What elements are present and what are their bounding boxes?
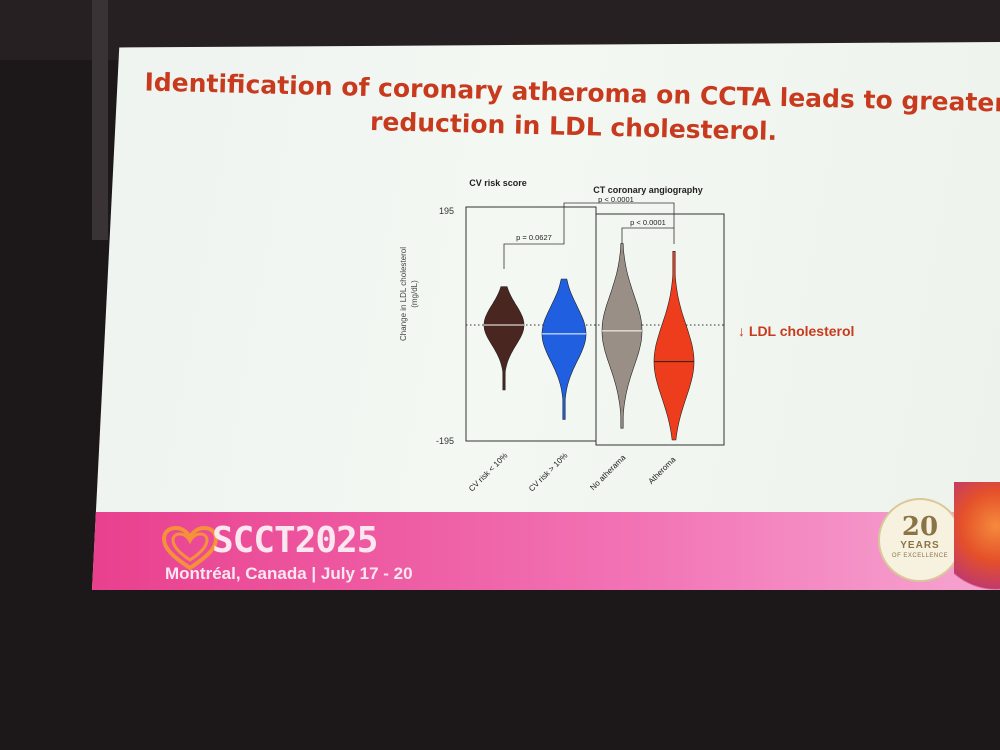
- projection-screen: Identification of coronary atheroma on C…: [92, 42, 1000, 590]
- violin-1: [541, 278, 587, 420]
- p-value-ct: p < 0.0001: [630, 218, 666, 227]
- heart-logo-icon: [162, 526, 218, 571]
- x-tick-cv-low: CV risk < 10%: [467, 451, 509, 493]
- x-tick-no-atheroma: No atherama: [588, 453, 627, 492]
- event-location: Montréal, Canada | July 17 - 20: [165, 564, 413, 583]
- projector-bezel: [92, 0, 108, 240]
- y-tick-top: 195: [439, 206, 454, 216]
- badge-years: YEARS: [900, 540, 940, 551]
- slide-title: Identification of coronary atheroma on C…: [143, 66, 1000, 155]
- panel-frame-right: [595, 213, 725, 446]
- bracket-ct: [621, 227, 675, 244]
- violin-3: [653, 251, 695, 441]
- x-tick-atheroma: Atheroma: [647, 455, 678, 486]
- decorative-artwork: [954, 482, 1000, 590]
- badge-excellence: OF EXCELLENCE: [891, 553, 949, 559]
- violin-chart: CV risk score CT coronary angiography 19…: [399, 178, 854, 493]
- p-value-cv: p = 0.0627: [516, 233, 552, 242]
- p-value-overall: p < 0.0001: [598, 195, 634, 204]
- violins-group: [483, 243, 695, 441]
- panel-label-ct: CT coronary angiography: [593, 185, 703, 195]
- violin-0: [483, 286, 525, 391]
- violin-2: [601, 243, 643, 429]
- bracket-overall: [563, 202, 675, 238]
- slide-footer: SCCT2025 Montréal, Canada | July 17 - 20: [92, 512, 1000, 590]
- bracket-cv: [503, 238, 565, 269]
- x-tick-cv-high: CV risk > 10%: [527, 451, 569, 493]
- badge-number: 20: [901, 512, 939, 542]
- panel-label-cv-risk: CV risk score: [469, 178, 527, 188]
- brand-name: SCCT2025: [212, 520, 378, 561]
- ldl-annotation: ↓ LDL cholesterol: [738, 323, 854, 339]
- anniversary-badge: 20 YEARS OF EXCELLENCE: [878, 498, 962, 582]
- y-axis-label-line-2: (mg/dL): [410, 280, 419, 308]
- y-axis-label-line-1: Change in LDL cholesterol: [399, 247, 408, 341]
- y-tick-bottom: -195: [436, 436, 454, 446]
- y-axis-label: Change in LDL cholesterol (mg/dL): [399, 247, 419, 341]
